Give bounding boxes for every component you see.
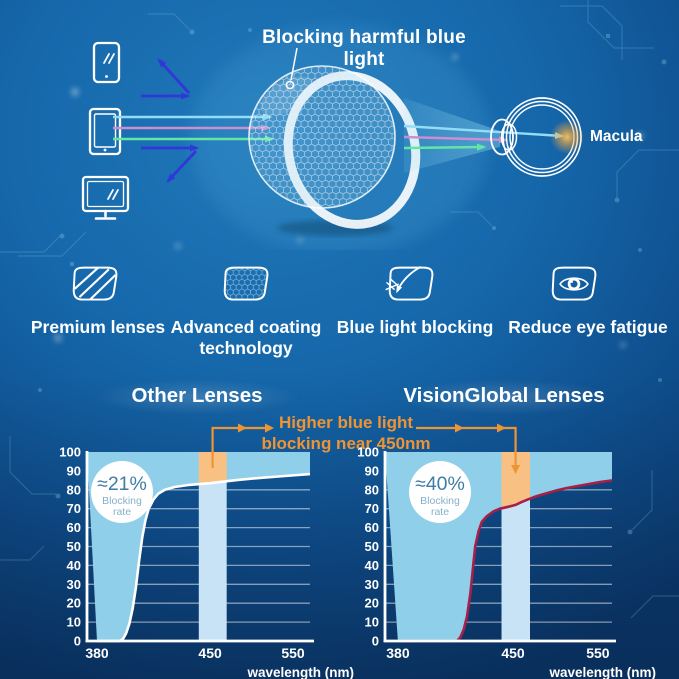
hero-illustration xyxy=(81,25,584,250)
blocking-rate-caption: rate xyxy=(431,506,449,518)
y-tick-label: 70 xyxy=(67,501,81,516)
x-tick-label: 550 xyxy=(586,645,610,661)
y-tick-label: 40 xyxy=(365,558,379,573)
reflected-rays xyxy=(141,58,200,183)
feature-label-coating: Advanced coating technology xyxy=(170,317,322,358)
macula-label: Macula xyxy=(590,128,643,145)
x-axis-label: wavelength (nm) xyxy=(548,665,656,679)
y-tick-label: 90 xyxy=(67,463,81,478)
eye-fatigue-icon xyxy=(551,266,597,301)
blocking-rate-value: ≈40% xyxy=(415,473,465,495)
feature-label-blocking: Blue light blocking xyxy=(336,317,494,337)
blocking-curve xyxy=(97,472,311,643)
x-tick-label: 380 xyxy=(386,645,410,661)
honeycomb-coating xyxy=(250,67,394,207)
title-glow-right xyxy=(394,379,614,415)
blocking-rate-caption: rate xyxy=(113,506,131,518)
feature-label-fatigue: Reduce eye fatigue xyxy=(508,317,668,337)
eye-glyph xyxy=(559,277,589,291)
annotation-line2: blocking near 450nm xyxy=(261,434,431,453)
cornea xyxy=(490,118,514,156)
tablet-icon xyxy=(88,107,122,156)
smartphone-icon xyxy=(92,41,121,84)
chart-other-lenses: 0 10 20 30 40 50 60 70 80 90 100 380 450 550 wavelengt… xyxy=(59,445,354,679)
monitor-icon xyxy=(81,175,130,220)
blocking-rate-badge xyxy=(91,461,153,523)
y-tick-label: 0 xyxy=(74,634,81,649)
blocking-rate-value: ≈21% xyxy=(97,473,147,495)
x-tick-label: 450 xyxy=(198,645,222,661)
transmitted-beam xyxy=(404,98,500,173)
y-tick-label: 30 xyxy=(67,577,81,592)
annotation-line1: Higher blue light xyxy=(278,413,414,432)
incoming-rays xyxy=(113,113,275,143)
y-tick-label: 10 xyxy=(365,615,379,630)
blocking-rate-caption: Blocking xyxy=(420,495,460,507)
x-axis-label: wavelength (nm) xyxy=(246,665,354,679)
blocking-rate-badge xyxy=(409,461,471,523)
blocking-rate-caption: Blocking xyxy=(102,495,142,507)
y-tick-label: 100 xyxy=(357,445,379,460)
y-tick-label: 30 xyxy=(365,577,379,592)
y-tick-label: 70 xyxy=(365,501,379,516)
y-tick-label: 20 xyxy=(67,596,81,611)
y-tick-label: 80 xyxy=(365,482,379,497)
band-450-above-curve xyxy=(198,452,227,485)
blue-light-blocking-icon xyxy=(385,266,434,301)
x-tick-label: 450 xyxy=(501,645,525,661)
chart-title-other: Other Lenses xyxy=(131,384,263,407)
y-tick-label: 50 xyxy=(67,539,81,554)
y-tick-label: 10 xyxy=(67,615,81,630)
y-tick-label: 60 xyxy=(67,520,81,535)
x-tick-label: 550 xyxy=(281,645,305,661)
hero-title: Blocking harmful blue light xyxy=(262,27,466,70)
y-tick-label: 80 xyxy=(67,482,81,497)
macula-glow xyxy=(550,120,584,154)
blocking-curve xyxy=(397,479,613,643)
chart-visionglobal-lenses: 0 10 20 30 40 50 60 70 80 90 100 380 450 550 wavelengt… xyxy=(357,445,656,679)
y-tick-label: 0 xyxy=(372,634,379,649)
annotation-text: Higher blue light blocking near 450nm xyxy=(240,412,452,454)
band-450-below-curve xyxy=(198,481,227,641)
title-pointer-line xyxy=(285,47,298,90)
x-tick-label: 380 xyxy=(85,645,109,661)
y-tick-label: 50 xyxy=(365,539,379,554)
y-tick-label: 60 xyxy=(365,520,379,535)
coating-lens-icon xyxy=(223,266,269,301)
premium-lens-icon xyxy=(72,266,118,301)
feature-label-premium: Premium lenses xyxy=(30,317,166,337)
chart-title-visionglobal: VisionGlobal Lenses xyxy=(403,384,605,407)
y-tick-label: 20 xyxy=(365,596,379,611)
y-tick-label: 40 xyxy=(67,558,81,573)
y-tick-label: 90 xyxy=(365,463,379,478)
transmitted-rays xyxy=(403,124,565,151)
y-tick-label: 100 xyxy=(59,445,81,460)
title-glow-left xyxy=(92,379,302,415)
band-450-below-curve xyxy=(501,498,531,641)
